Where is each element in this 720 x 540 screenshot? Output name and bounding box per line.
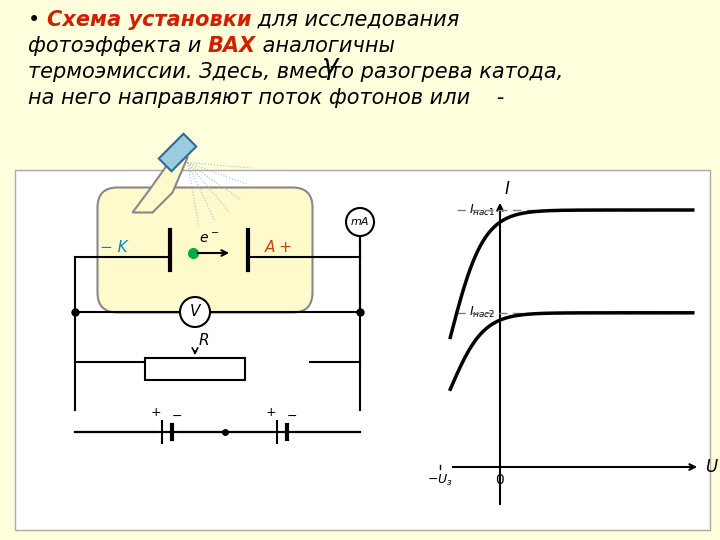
Text: Схема установки: Схема установки bbox=[47, 10, 251, 30]
Text: $-U_з$: $-U_з$ bbox=[427, 473, 453, 488]
Text: −: − bbox=[287, 410, 297, 423]
Text: $e^-$: $e^-$ bbox=[199, 232, 219, 246]
Text: A +: A + bbox=[265, 240, 293, 254]
Text: на него направляют поток фотонов или    -: на него направляют поток фотонов или - bbox=[28, 88, 504, 108]
Text: аналогичны: аналогичны bbox=[256, 36, 395, 56]
Text: •: • bbox=[28, 10, 47, 30]
FancyBboxPatch shape bbox=[97, 187, 312, 313]
Circle shape bbox=[180, 297, 210, 327]
Text: mA: mA bbox=[351, 217, 369, 227]
Text: U: U bbox=[705, 458, 717, 476]
Text: термоэмиссии. Здесь, вместо разогрева катода,: термоэмиссии. Здесь, вместо разогрева ка… bbox=[28, 62, 563, 82]
Text: −: − bbox=[172, 410, 182, 423]
Text: +: + bbox=[266, 406, 276, 419]
Text: γ: γ bbox=[322, 52, 338, 80]
Text: 0: 0 bbox=[495, 473, 505, 487]
Text: +: + bbox=[150, 406, 161, 419]
Bar bbox=[159, 134, 197, 171]
Text: ВАХ: ВАХ bbox=[208, 36, 256, 56]
Bar bbox=[145, 358, 245, 380]
Circle shape bbox=[346, 208, 374, 236]
Text: фотоэффекта и: фотоэффекта и bbox=[28, 36, 208, 56]
Text: $I_{нас2}$: $I_{нас2}$ bbox=[469, 305, 495, 320]
Text: V: V bbox=[190, 305, 200, 320]
Text: $I_{нас1}$: $I_{нас1}$ bbox=[469, 202, 495, 218]
Text: R: R bbox=[199, 333, 210, 348]
Text: для исследования: для исследования bbox=[251, 10, 459, 30]
Bar bbox=[15, 170, 710, 530]
Text: I: I bbox=[505, 180, 510, 198]
Text: − K: − K bbox=[100, 240, 127, 254]
Polygon shape bbox=[132, 158, 187, 213]
